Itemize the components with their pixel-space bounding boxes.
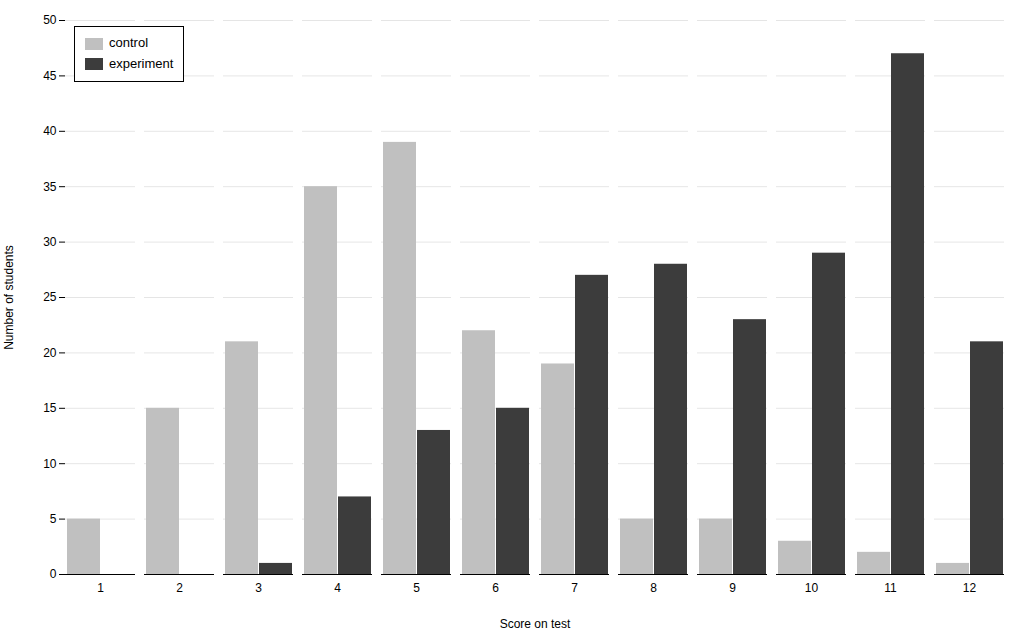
- svg-text:12: 12: [963, 581, 977, 595]
- svg-text:8: 8: [650, 581, 657, 595]
- svg-text:5: 5: [50, 512, 57, 526]
- svg-text:2: 2: [176, 581, 183, 595]
- svg-text:3: 3: [255, 581, 262, 595]
- svg-text:20: 20: [43, 346, 57, 360]
- svg-text:4: 4: [334, 581, 341, 595]
- svg-text:6: 6: [492, 581, 499, 595]
- svg-text:10: 10: [805, 581, 819, 595]
- svg-text:1: 1: [97, 581, 104, 595]
- svg-text:25: 25: [43, 290, 57, 304]
- svg-text:11: 11: [884, 581, 897, 595]
- svg-text:45: 45: [43, 69, 57, 83]
- svg-text:0: 0: [50, 567, 57, 581]
- svg-text:40: 40: [43, 124, 57, 138]
- svg-text:Score on test: Score on test: [500, 617, 571, 631]
- svg-text:7: 7: [571, 581, 578, 595]
- svg-text:30: 30: [43, 235, 57, 249]
- svg-text:50: 50: [43, 13, 57, 27]
- svg-text:15: 15: [43, 401, 57, 415]
- svg-text:9: 9: [729, 581, 736, 595]
- html-text:experiment: experiment: [109, 55, 174, 71]
- svg-text:Number of students: Number of students: [2, 245, 16, 350]
- html-text:control: control: [109, 35, 148, 50]
- svg-text:35: 35: [43, 180, 57, 194]
- svg-text:5: 5: [413, 581, 420, 595]
- svg-text:10: 10: [43, 457, 57, 471]
